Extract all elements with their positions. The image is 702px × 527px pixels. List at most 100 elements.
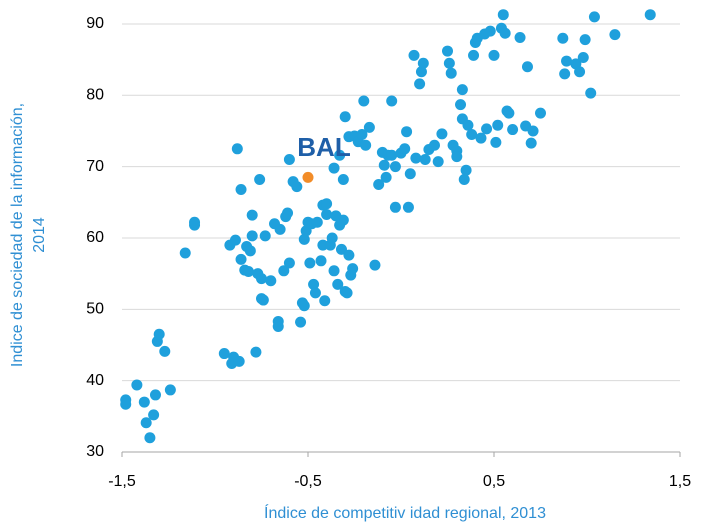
point	[319, 295, 331, 307]
point	[490, 136, 502, 148]
point	[408, 49, 420, 61]
point	[609, 29, 621, 41]
point	[356, 129, 368, 141]
point	[246, 209, 258, 221]
point	[274, 223, 286, 235]
point	[246, 230, 258, 242]
y-tick-label: 40	[86, 372, 104, 389]
point	[358, 95, 370, 107]
point	[419, 154, 431, 166]
point	[402, 201, 414, 213]
point	[417, 57, 429, 69]
point	[468, 49, 480, 61]
point	[399, 143, 411, 155]
point	[298, 300, 310, 312]
point	[153, 328, 165, 340]
point	[458, 173, 470, 185]
y-tick-label: 60	[86, 229, 104, 246]
y-axis-label: 2014	[31, 217, 48, 253]
point	[337, 214, 349, 226]
point	[475, 132, 487, 144]
point	[244, 245, 256, 257]
point	[291, 181, 303, 193]
point	[499, 27, 511, 39]
point	[179, 247, 191, 259]
point	[389, 201, 401, 213]
point	[488, 49, 500, 61]
point	[282, 207, 294, 219]
point	[140, 417, 152, 429]
point	[138, 396, 150, 408]
point	[574, 66, 586, 78]
x-tick-label: -0,5	[294, 473, 322, 490]
point	[492, 119, 504, 131]
point	[443, 57, 455, 69]
point	[389, 161, 401, 173]
point	[283, 154, 295, 166]
point	[466, 129, 478, 141]
point	[321, 208, 333, 220]
point	[343, 249, 355, 261]
point	[347, 263, 359, 275]
point	[414, 78, 426, 90]
point	[497, 9, 509, 21]
point	[148, 409, 160, 421]
point	[341, 287, 353, 299]
y-tick-label: 30	[86, 443, 104, 460]
point	[265, 275, 277, 287]
y-tick-label: 80	[86, 87, 104, 104]
x-tick-label: -1,5	[108, 473, 136, 490]
point	[164, 384, 176, 396]
point	[428, 139, 440, 151]
point	[339, 111, 351, 123]
point	[369, 259, 381, 271]
y-tick-label: 50	[86, 301, 104, 318]
point	[481, 123, 493, 135]
point	[456, 84, 468, 96]
point	[159, 345, 171, 357]
point	[503, 107, 515, 119]
point	[360, 139, 372, 151]
point	[144, 432, 156, 444]
point	[588, 11, 600, 23]
point	[321, 198, 333, 210]
point	[242, 266, 254, 278]
point	[373, 178, 385, 190]
point	[432, 156, 444, 168]
point	[337, 173, 349, 185]
point	[507, 124, 519, 136]
annotation: BAL	[297, 132, 351, 162]
point	[120, 398, 132, 410]
point	[404, 168, 416, 180]
point	[527, 125, 539, 137]
y-tick-label: 90	[86, 15, 104, 32]
point	[334, 149, 346, 161]
point	[557, 32, 569, 44]
point	[131, 379, 143, 391]
point	[257, 294, 269, 306]
point	[401, 126, 413, 138]
point	[363, 121, 375, 133]
point	[235, 183, 247, 195]
highlight-point	[302, 171, 314, 183]
point	[189, 216, 201, 228]
point	[460, 164, 472, 176]
point	[309, 287, 321, 299]
point	[229, 234, 241, 246]
point	[328, 265, 340, 277]
x-axis-label: Índice de competitiv idad regional, 2013	[264, 503, 546, 522]
point	[415, 66, 427, 78]
point	[484, 25, 496, 37]
point	[521, 61, 533, 73]
point	[525, 137, 537, 149]
point	[455, 99, 467, 111]
point	[250, 346, 262, 358]
point	[561, 55, 573, 67]
point	[254, 173, 266, 185]
point	[149, 389, 161, 401]
point	[410, 152, 422, 164]
point	[577, 51, 589, 63]
point	[233, 355, 245, 367]
point	[283, 257, 295, 269]
